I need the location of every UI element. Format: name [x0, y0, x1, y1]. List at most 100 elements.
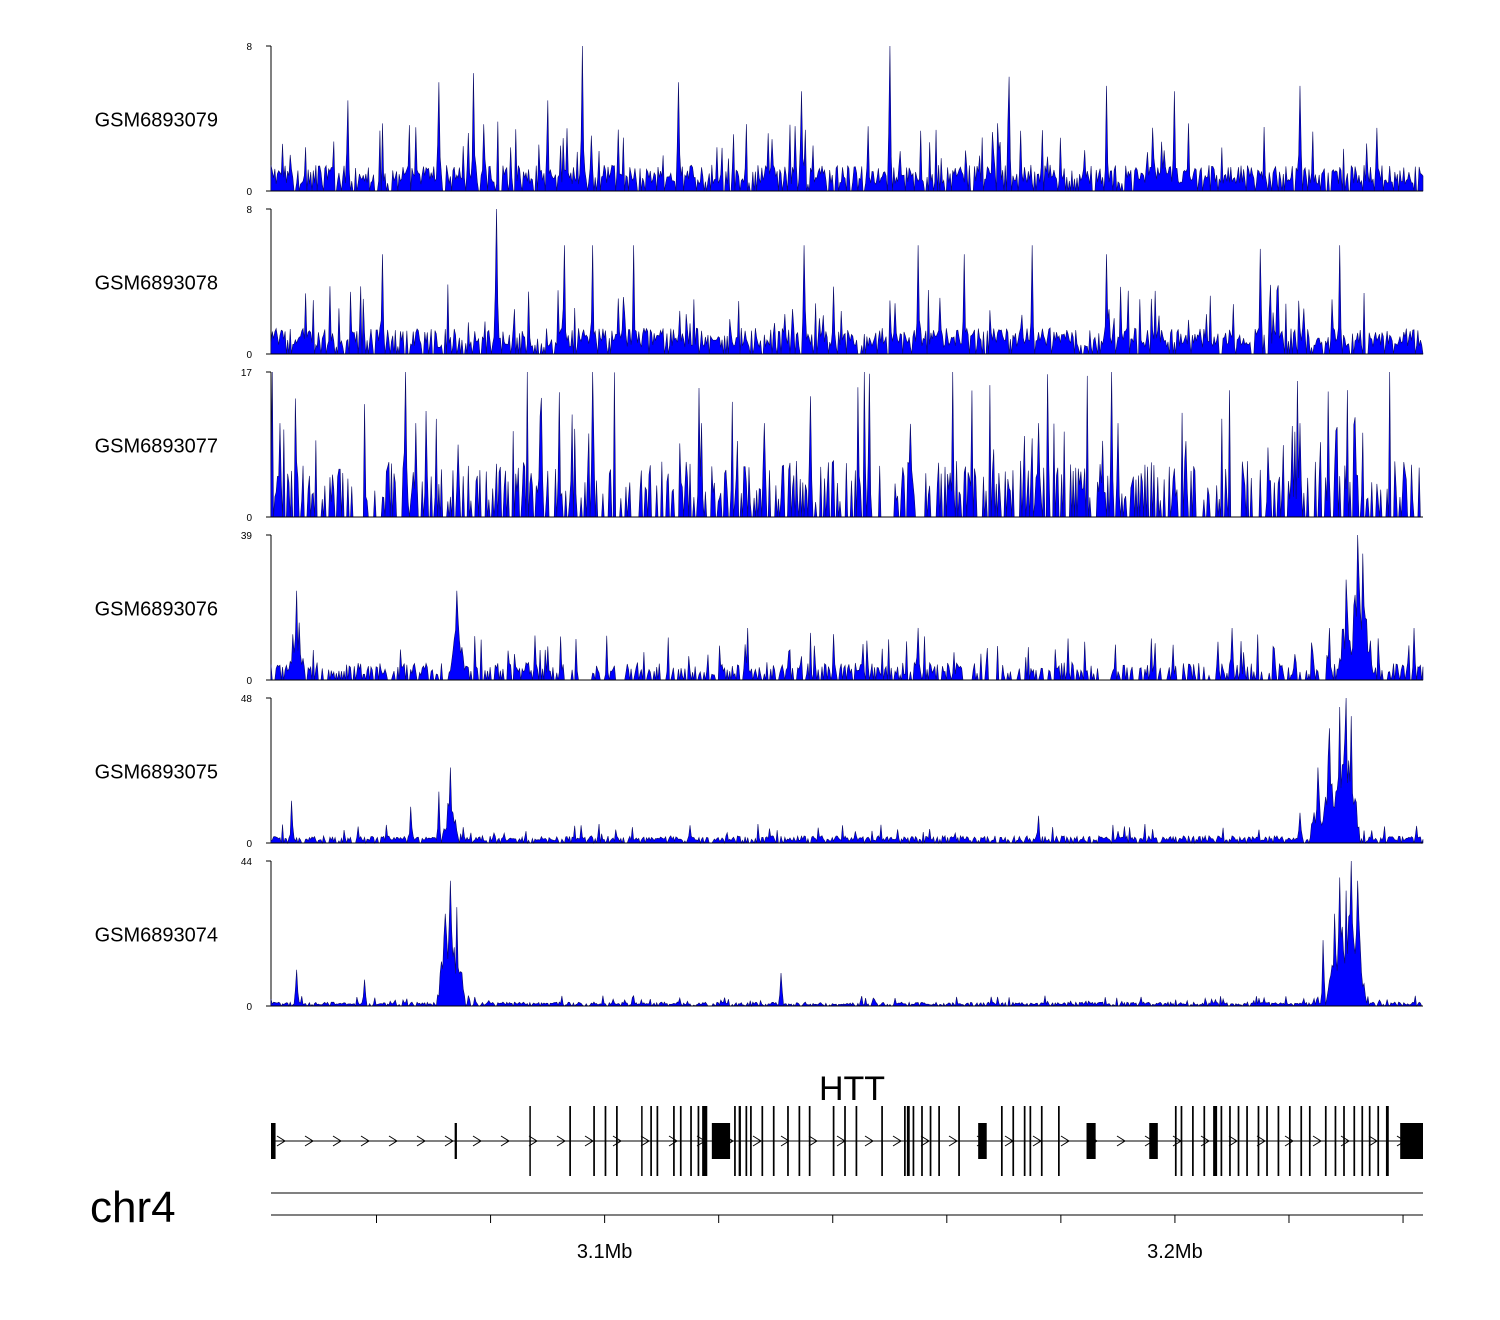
strand-arrow-icon — [1060, 1135, 1070, 1147]
track-GSM6893078: GSM6893078 8 0 — [95, 205, 1424, 361]
exon — [958, 1106, 960, 1176]
exon — [1000, 1106, 1003, 1176]
exon — [650, 1106, 652, 1176]
strand-arrow-icon — [1312, 1135, 1322, 1147]
y-axis-max-label: 48 — [241, 694, 253, 705]
strand-arrow-icon — [612, 1135, 622, 1147]
strand-arrow-icon — [1256, 1135, 1266, 1147]
strand-arrow-icon — [500, 1135, 510, 1147]
exon — [656, 1106, 659, 1176]
exon — [1334, 1106, 1337, 1176]
exon — [808, 1106, 811, 1176]
exon — [1149, 1123, 1158, 1159]
exon — [978, 1123, 987, 1159]
track-label: GSM6893075 — [95, 762, 218, 784]
track-label: GSM6893079 — [95, 110, 218, 132]
strand-arrow-icon — [1228, 1135, 1238, 1147]
exon — [1029, 1106, 1032, 1176]
strand-arrow-icon — [584, 1135, 594, 1147]
exon — [604, 1106, 607, 1176]
strand-arrow-icon — [304, 1135, 314, 1147]
exon — [787, 1106, 789, 1176]
track-GSM6893076: GSM6893076 39 0 — [95, 531, 1424, 687]
coverage-area — [270, 860, 1423, 1008]
exon — [1266, 1106, 1268, 1176]
exon — [569, 1106, 571, 1176]
exon — [673, 1106, 675, 1176]
exon — [593, 1106, 595, 1176]
strand-arrow-icon — [1116, 1135, 1126, 1147]
exon — [844, 1106, 846, 1176]
exon — [1257, 1106, 1260, 1176]
exon — [454, 1123, 457, 1159]
exon — [1246, 1106, 1248, 1176]
strand-arrow-icon — [276, 1135, 286, 1147]
strand-arrow-icon — [528, 1135, 538, 1147]
y-axis-min-label: 0 — [246, 187, 252, 198]
coverage-area — [270, 371, 1423, 518]
exon — [1220, 1106, 1223, 1176]
exon — [1229, 1106, 1231, 1176]
gene-annotation-track: HTT — [271, 1070, 1423, 1176]
exon — [832, 1106, 835, 1176]
gene-name-label: HTT — [819, 1070, 885, 1108]
exon — [912, 1106, 915, 1176]
exon — [1012, 1106, 1015, 1176]
exon — [881, 1106, 883, 1176]
exon — [702, 1106, 708, 1176]
exon — [1180, 1106, 1183, 1176]
strand-arrow-icon — [780, 1135, 790, 1147]
exon — [734, 1106, 736, 1176]
exon — [921, 1106, 923, 1176]
exon — [855, 1106, 858, 1176]
exon — [1385, 1106, 1389, 1176]
exon — [1023, 1106, 1026, 1176]
exon — [690, 1106, 692, 1176]
exon — [529, 1106, 531, 1176]
strand-arrow-icon — [920, 1135, 930, 1147]
strand-arrow-icon — [388, 1135, 398, 1147]
y-axis-min-label: 0 — [246, 839, 252, 850]
coverage-area — [270, 45, 1424, 192]
y-axis-max-label: 17 — [241, 368, 253, 379]
strand-arrow-icon — [640, 1135, 650, 1147]
strand-arrow-icon — [1284, 1135, 1294, 1147]
track-label: GSM6893076 — [95, 599, 218, 621]
exon — [1343, 1106, 1345, 1176]
exon — [1361, 1106, 1364, 1176]
coverage-area — [270, 208, 1424, 355]
exon — [1174, 1106, 1177, 1176]
exon — [1353, 1106, 1356, 1176]
exon — [798, 1106, 801, 1176]
exon — [929, 1106, 932, 1176]
coverage-area — [270, 534, 1424, 681]
exon — [1213, 1106, 1218, 1176]
strand-arrow-icon — [752, 1135, 762, 1147]
track-label: GSM6893078 — [95, 273, 218, 295]
y-axis-max-label: 44 — [241, 857, 253, 868]
exon — [1058, 1106, 1060, 1176]
exon — [1277, 1106, 1280, 1176]
strand-arrow-icon — [864, 1135, 874, 1147]
exon — [1308, 1106, 1311, 1176]
exon — [772, 1106, 775, 1176]
exon — [1237, 1106, 1240, 1176]
exon — [711, 1123, 731, 1159]
exon — [1040, 1106, 1043, 1176]
track-GSM6893075: GSM6893075 48 0 — [95, 694, 1424, 850]
coverage-tracks: GSM689307980GSM689307880GSM6893077170GSM… — [95, 42, 1424, 1013]
x-axis-tick-label: 3.1Mb — [577, 1241, 633, 1263]
strand-arrow-icon — [416, 1135, 426, 1147]
y-axis-min-label: 0 — [246, 676, 252, 687]
exon — [750, 1106, 752, 1176]
strand-arrow-icon — [1368, 1135, 1378, 1147]
chromosome-label: chr4 — [90, 1183, 176, 1232]
coverage-area — [270, 697, 1424, 845]
track-label: GSM6893074 — [95, 925, 218, 947]
genomic-axis: chr4 3.1Mb 3.2Mb — [90, 1183, 1423, 1263]
y-axis-min-label: 0 — [246, 513, 252, 524]
strand-arrow-icon — [668, 1135, 678, 1147]
y-axis-max-label: 8 — [246, 42, 252, 53]
exon — [906, 1106, 910, 1176]
